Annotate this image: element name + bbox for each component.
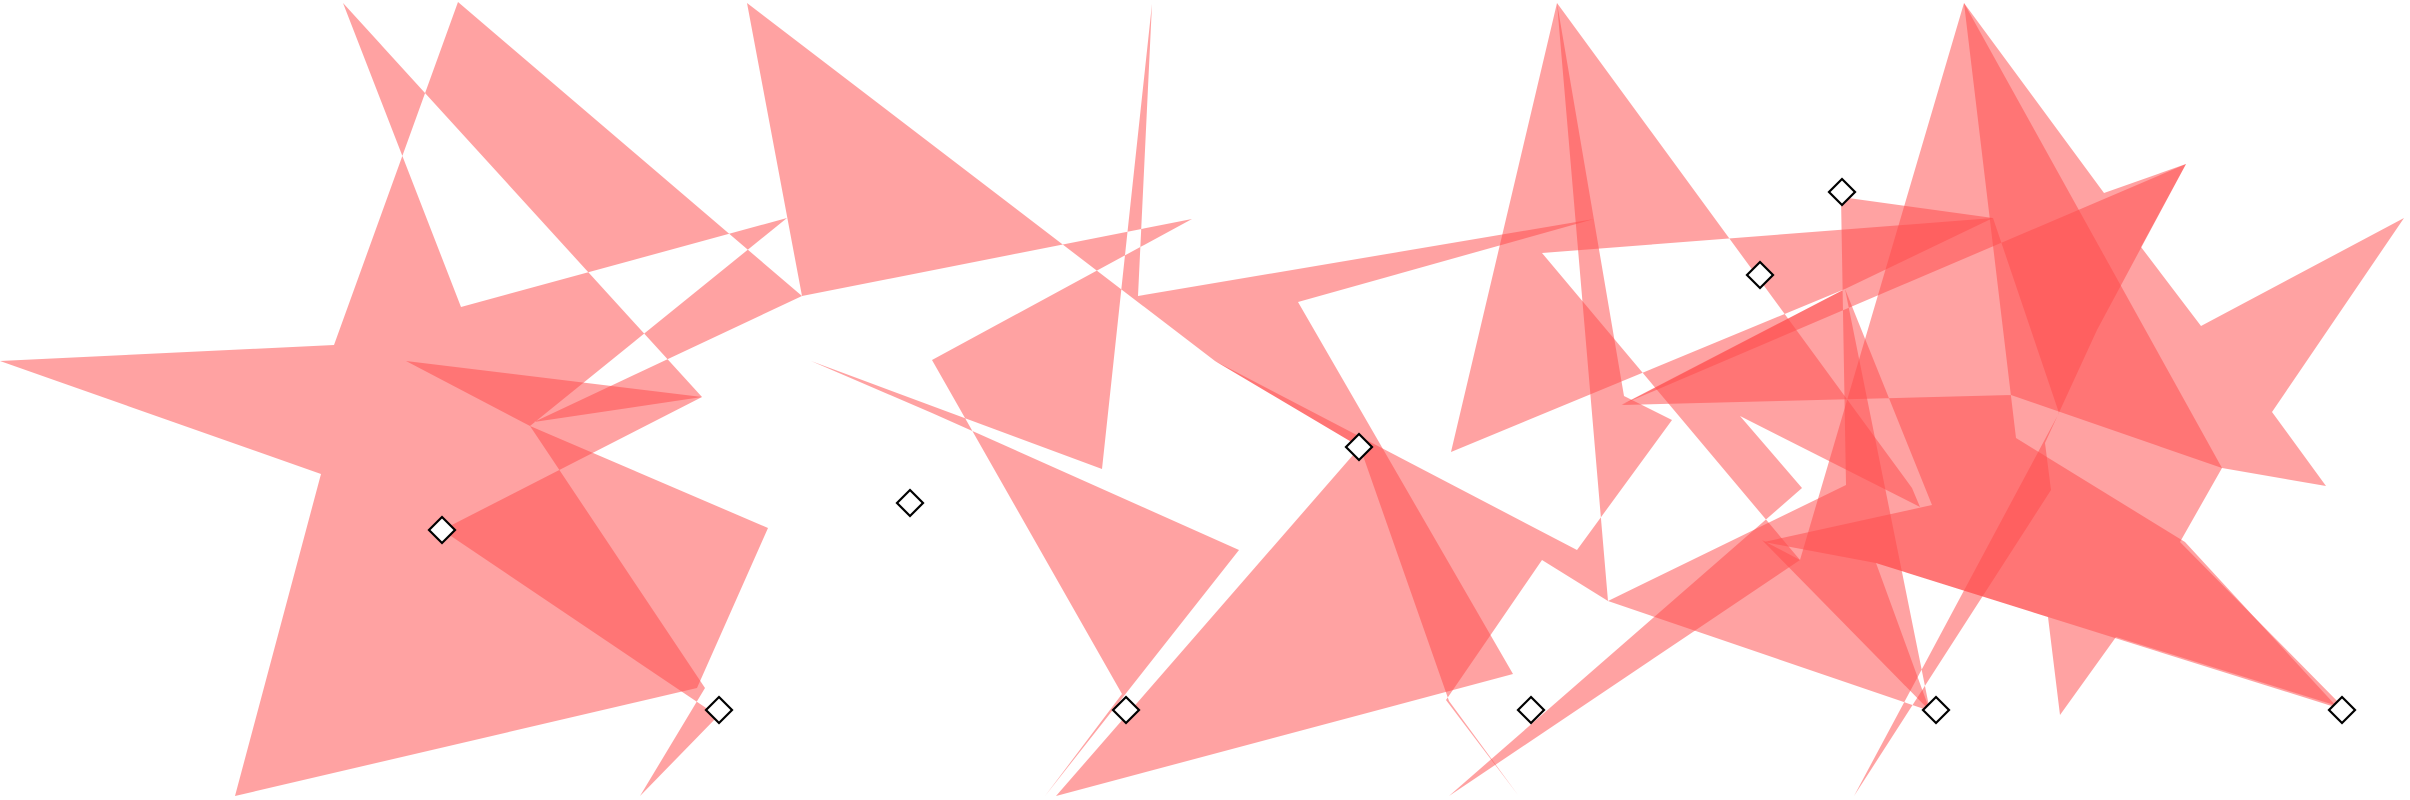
control-handle-diamond-icon[interactable] [2327, 695, 2357, 725]
control-handle-diamond-icon[interactable] [1111, 695, 1141, 725]
control-handle-diamond-icon[interactable] [1745, 260, 1775, 290]
control-handle-diamond-icon[interactable] [1921, 695, 1951, 725]
control-handle-diamond-icon[interactable] [427, 515, 457, 545]
star-shape-3[interactable] [1215, 3, 1672, 795]
control-handle-diamond-icon[interactable] [1344, 432, 1374, 462]
control-handle-diamond-icon[interactable] [1827, 177, 1857, 207]
control-handle-diamond-icon[interactable] [704, 695, 734, 725]
control-handle-diamond-icon[interactable] [1516, 695, 1546, 725]
control-handle-diamond-icon[interactable] [895, 488, 925, 518]
star-shape-1-lower[interactable] [406, 361, 718, 796]
star-shape-2[interactable] [747, 3, 1594, 796]
star-shape-5[interactable] [1622, 3, 2338, 708]
